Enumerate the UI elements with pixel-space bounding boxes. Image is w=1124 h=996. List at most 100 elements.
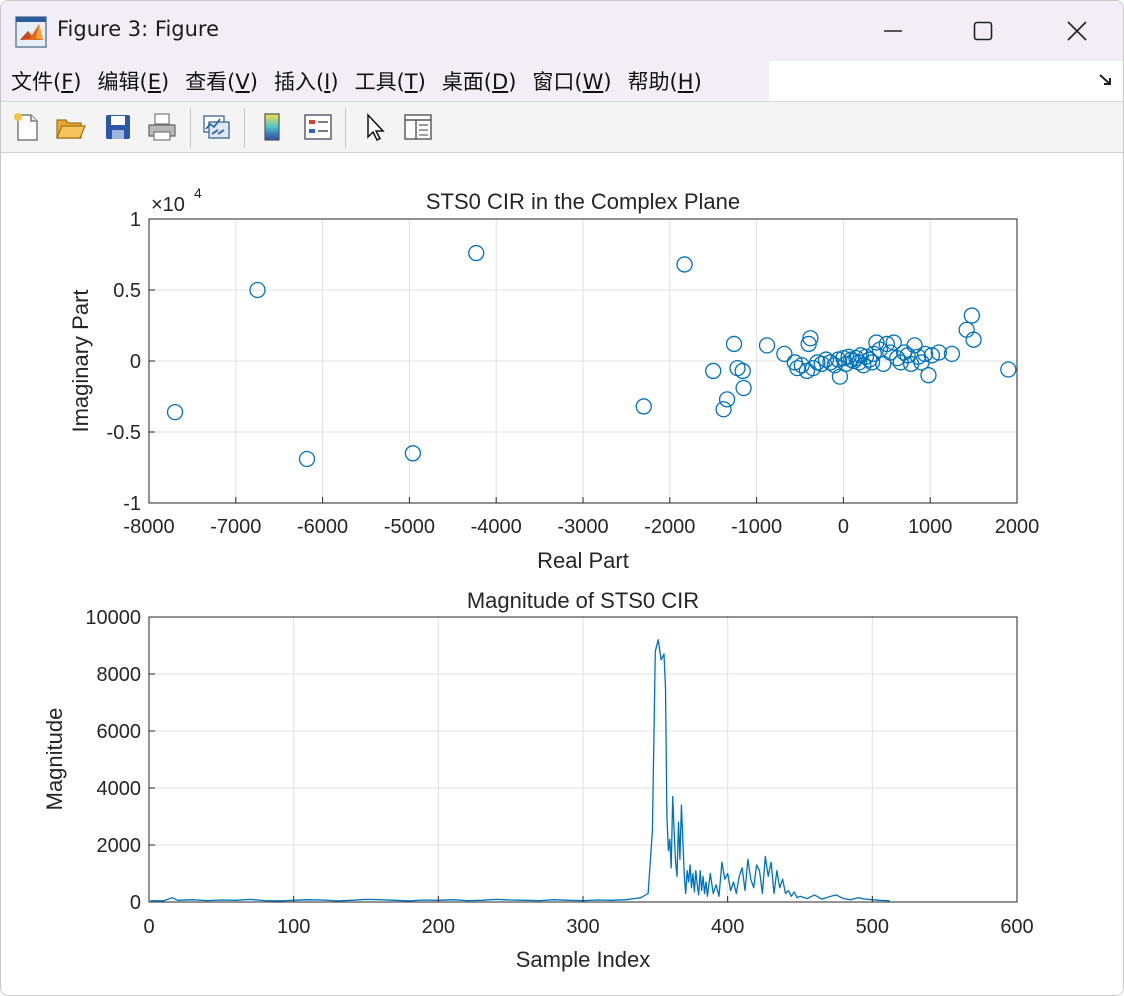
- magnitude-xtick-label: 600: [1000, 916, 1033, 938]
- magnitude-series: [150, 639, 890, 902]
- print-icon: [148, 113, 176, 141]
- scatter-axes[interactable]: -8000 -7000 -6000 -5000 -4000 -3000 -2000 -1000…: [68, 185, 1039, 573]
- figure-toolbar: [1, 101, 1123, 153]
- scatter-xtick-label: -7000: [210, 516, 261, 538]
- magnitude-axes[interactable]: 0 100 200 300 400 500 600020004000600080001000…: [42, 588, 1034, 972]
- scatter-point: [916, 345, 934, 363]
- dock-arrow-icon[interactable]: [1097, 71, 1115, 89]
- maximize-button[interactable]: [937, 1, 1029, 61]
- menu-bar: 文件(F) 编辑(E) 查看(V) 插入(I) 工具(T) 桌面(D) 窗口(W…: [1, 61, 1123, 101]
- scatter-xtick-label: -1000: [731, 516, 782, 538]
- magnitude-line: [150, 639, 890, 902]
- new-figure-icon: [14, 113, 38, 141]
- scatter-ytick-label: -1: [123, 493, 141, 515]
- scatter-point: [635, 398, 652, 415]
- scatter-point: [965, 331, 982, 348]
- link-plot-button[interactable]: [199, 110, 233, 144]
- open-file-button[interactable]: [53, 110, 87, 144]
- scatter-ylabel: Imaginary Part: [68, 289, 93, 432]
- menu-insert[interactable]: 插入(I): [273, 70, 339, 94]
- scatter-exponent-base: ×10: [151, 194, 185, 216]
- scatter-xlabel: Real Part: [537, 548, 629, 573]
- scatter-point: [249, 281, 266, 299]
- scatter-xtick-label: -3000: [557, 516, 608, 538]
- menu-tools[interactable]: 工具(T): [354, 70, 426, 94]
- magnitude-ticks: 0 100 200 300 400 500 600020004000600080001000…: [85, 607, 1033, 938]
- scatter-point: [923, 347, 941, 364]
- title-bar[interactable]: Figure 3: Figure: [1, 1, 1123, 61]
- menu-view[interactable]: 查看(V): [185, 70, 258, 94]
- property-inspector-button[interactable]: [401, 110, 435, 144]
- close-icon: [1067, 21, 1087, 41]
- scatter-xtick-label: -4000: [471, 516, 522, 538]
- matlab-app-icon: [15, 16, 47, 48]
- scatter-ytick-label: -0.5: [107, 422, 141, 444]
- magnitude-xtick-label: 300: [566, 916, 599, 938]
- scatter-ytick-label: 0.5: [113, 280, 141, 302]
- scatter-point: [920, 367, 937, 384]
- scatter-xtick-label: -2000: [644, 516, 695, 538]
- open-file-icon: [56, 119, 86, 139]
- scatter-point: [813, 355, 830, 372]
- insert-legend-button[interactable]: [301, 110, 335, 144]
- maximize-icon: [973, 21, 993, 41]
- menu-help[interactable]: 帮助(H): [627, 70, 702, 94]
- link-plot-icon: [203, 115, 230, 139]
- minimize-icon: [884, 30, 902, 32]
- magnitude-xtick-label: 200: [422, 916, 455, 938]
- scatter-point: [868, 334, 885, 351]
- magnitude-ytick-label: 2000: [97, 835, 142, 857]
- pointer-icon: [367, 113, 385, 142]
- scatter-point: [857, 348, 875, 365]
- scatter-point: [735, 379, 752, 397]
- scatter-ytick-label: 0: [130, 351, 141, 373]
- colorbar-icon: [264, 113, 280, 141]
- scatter-point: [930, 344, 948, 361]
- close-button[interactable]: [1031, 1, 1123, 61]
- scatter-xtick-label: -5000: [384, 516, 435, 538]
- scatter-point: [840, 348, 857, 365]
- scatter-xtick-label: -8000: [123, 516, 174, 538]
- scatter-xtick-label: 2000: [995, 516, 1040, 538]
- legend-icon: [304, 114, 332, 140]
- scatter-point: [906, 337, 923, 354]
- scatter-point: [298, 450, 316, 468]
- scatter-point: [804, 359, 822, 377]
- magnitude-xtick-label: 400: [711, 916, 744, 938]
- magnitude-ytick-label: 4000: [97, 778, 142, 800]
- minimize-button[interactable]: [847, 1, 939, 61]
- select-pointer-button[interactable]: [357, 110, 391, 144]
- magnitude-ytick-label: 8000: [97, 664, 142, 686]
- scatter-point: [776, 345, 793, 363]
- scatter-point: [963, 307, 981, 324]
- scatter-point: [166, 403, 184, 421]
- insert-colorbar-button[interactable]: [255, 110, 289, 144]
- magnitude-xtick-label: 500: [856, 916, 889, 938]
- save-icon: [106, 115, 130, 139]
- scatter-point: [855, 357, 872, 374]
- menu-file[interactable]: 文件(F): [11, 70, 82, 94]
- new-figure-button[interactable]: [9, 110, 43, 144]
- menu-window[interactable]: 窗口(W): [532, 70, 612, 94]
- scatter-point: [837, 355, 855, 372]
- menu-edit[interactable]: 编辑(E): [97, 70, 170, 94]
- scatter-xtick-label: 1000: [908, 516, 953, 538]
- magnitude-ytick-label: 10000: [85, 607, 141, 629]
- scatter-xtick-label: 0: [838, 516, 849, 538]
- save-button[interactable]: [101, 110, 135, 144]
- scatter-point: [715, 401, 732, 418]
- scatter-point: [817, 351, 835, 368]
- property-inspector-icon: [404, 114, 432, 140]
- print-button[interactable]: [145, 110, 179, 144]
- scatter-point: [943, 345, 961, 363]
- scatter-point: [404, 445, 422, 462]
- scatter-point: [705, 362, 722, 380]
- magnitude-ytick-label: 0: [130, 892, 141, 914]
- charts-svg: -8000 -7000 -6000 -5000 -4000 -3000 -2000 -1000…: [42, 185, 1039, 972]
- scatter-point: [718, 391, 736, 408]
- scatter-point: [468, 244, 485, 262]
- menu-desktop[interactable]: 桌面(D): [441, 70, 517, 94]
- scatter-exponent: 4: [194, 185, 202, 201]
- scatter-point: [878, 335, 895, 353]
- scatter-point: [676, 256, 693, 273]
